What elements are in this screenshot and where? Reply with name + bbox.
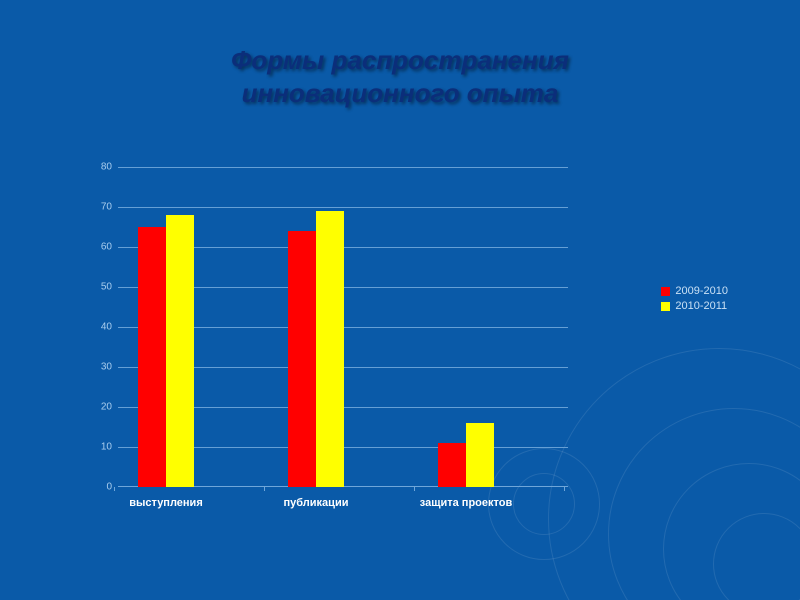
bar [138,227,166,487]
legend-label: 2009-2010 [675,285,728,297]
y-tick-label: 40 [101,322,112,333]
bar [438,443,466,487]
legend: 2009-2010 2010-2011 [661,285,728,315]
legend-swatch [661,302,670,311]
y-tick-label: 80 [101,162,112,173]
y-tick-label: 20 [101,402,112,413]
slide: Формы распространения инновационного опы… [0,0,800,600]
legend-item: 2010-2011 [661,300,728,312]
bar [288,231,316,487]
bar [316,211,344,487]
slide-title: Формы распространения инновационного опы… [0,0,800,109]
title-line-1: Формы распространения [231,45,569,75]
plot-area: 01020304050607080выступленияпубликацииза… [118,167,568,487]
x-category-label: публикации [284,497,349,509]
legend-swatch [661,287,670,296]
bar [166,215,194,487]
y-tick-label: 0 [106,482,112,493]
y-tick-label: 60 [101,242,112,253]
bar [466,423,494,487]
x-tick [564,487,565,491]
bar-chart: 0 10 20 30 40 50 60 70 80 выступления публикации за… [88,155,718,535]
x-category-label: защита проектов [420,497,512,509]
x-tick [114,487,115,491]
gridline [118,167,568,168]
legend-label: 2010-2011 [675,300,727,312]
y-tick-label: 50 [101,282,112,293]
x-tick [414,487,415,491]
x-category-label: выступления [129,497,202,509]
y-tick-label: 30 [101,362,112,373]
y-tick-label: 10 [101,442,112,453]
y-tick-label: 70 [101,202,112,213]
x-tick [264,487,265,491]
gridline [118,207,568,208]
legend-item: 2009-2010 [661,285,728,297]
title-line-2: инновационного опыта [242,78,559,108]
